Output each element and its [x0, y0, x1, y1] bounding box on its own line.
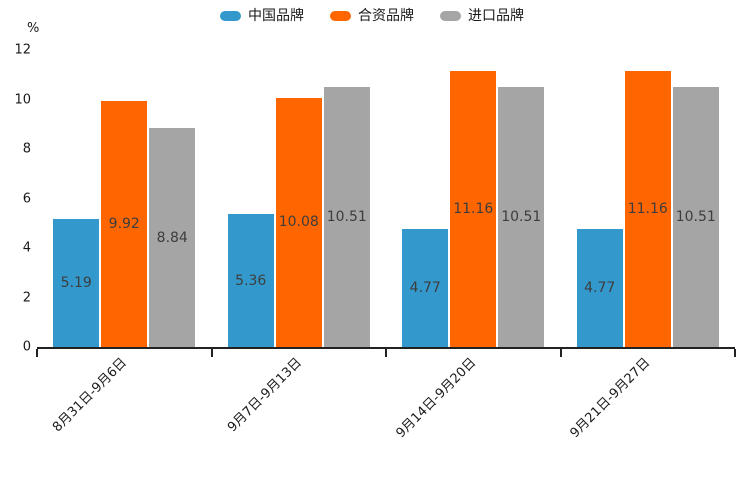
- x-axis-line: [37, 347, 735, 349]
- bar-中国品牌-4[interactable]: [576, 228, 623, 347]
- bar-合资品牌-3[interactable]: [450, 70, 497, 347]
- y-axis-unit-label: %: [27, 21, 40, 36]
- legend-series-label: 合资品牌: [358, 8, 414, 24]
- legend-swatch-icon: [220, 11, 241, 21]
- bar-中国品牌-2[interactable]: [227, 214, 274, 347]
- bar-value-label: 5.19: [60, 274, 92, 291]
- bar-value-label: 4.77: [409, 279, 441, 296]
- legend-series-label: 进口品牌: [468, 8, 524, 24]
- bar-合资品牌-4[interactable]: [624, 70, 671, 347]
- bar-value-label: 10.08: [278, 214, 319, 231]
- legend-item-3[interactable]: 进口品牌: [440, 9, 524, 23]
- x-category-label-text: 9月21日-9月27日: [567, 355, 654, 442]
- y-tick-label: 0: [22, 339, 31, 355]
- bar-value-label: 11.16: [627, 200, 668, 217]
- x-category-label-text: 8月31日-9月6日: [50, 355, 131, 436]
- bar-进口品牌-1[interactable]: [149, 128, 196, 347]
- legend-series-label: 中国品牌: [248, 8, 304, 24]
- bar-value-label: 4.77: [584, 279, 616, 296]
- x-tick-mark: [36, 349, 38, 357]
- bar-进口品牌-3[interactable]: [498, 86, 545, 347]
- y-tick-label: 6: [22, 191, 31, 206]
- y-tick-label: 8: [22, 141, 31, 157]
- bar-value-label: 5.36: [235, 272, 267, 289]
- x-category-label-text: 9月14日-9月20日: [393, 355, 480, 442]
- bar-value-label: 10.51: [675, 208, 716, 225]
- bar-value-label: 9.92: [108, 216, 140, 233]
- bar-value-label: 8.84: [156, 229, 188, 246]
- y-tick-label: 12: [14, 42, 31, 58]
- legend-item-1[interactable]: 中国品牌: [220, 9, 304, 23]
- bar-中国品牌-1[interactable]: [53, 218, 100, 347]
- bar-进口品牌-2[interactable]: [323, 86, 370, 347]
- x-tick-mark: [559, 349, 562, 357]
- y-tick-label: 4: [22, 240, 31, 256]
- legend-swatch-icon: [440, 11, 461, 21]
- legend: 中国品牌 合资品牌 进口品牌: [0, 9, 744, 23]
- bar-value-label: 10.51: [326, 208, 367, 225]
- bar-中国品牌-3[interactable]: [402, 228, 449, 347]
- x-tick-mark: [385, 349, 387, 357]
- bar-合资品牌-2[interactable]: [275, 97, 322, 347]
- legend-item-2[interactable]: 合资品牌: [330, 9, 414, 23]
- bar-value-label: 10.51: [501, 208, 542, 225]
- y-tick-label: 10: [14, 92, 31, 107]
- bar-合资品牌-1[interactable]: [101, 101, 148, 347]
- y-tick-label: 2: [22, 290, 31, 305]
- legend-swatch-icon: [330, 11, 351, 21]
- x-category-label-text: 9月7日-9月13日: [224, 355, 305, 436]
- x-tick-mark: [210, 349, 213, 357]
- x-tick-mark: [734, 349, 736, 357]
- bar-进口品牌-4[interactable]: [672, 86, 719, 347]
- bar-value-label: 11.16: [453, 200, 494, 217]
